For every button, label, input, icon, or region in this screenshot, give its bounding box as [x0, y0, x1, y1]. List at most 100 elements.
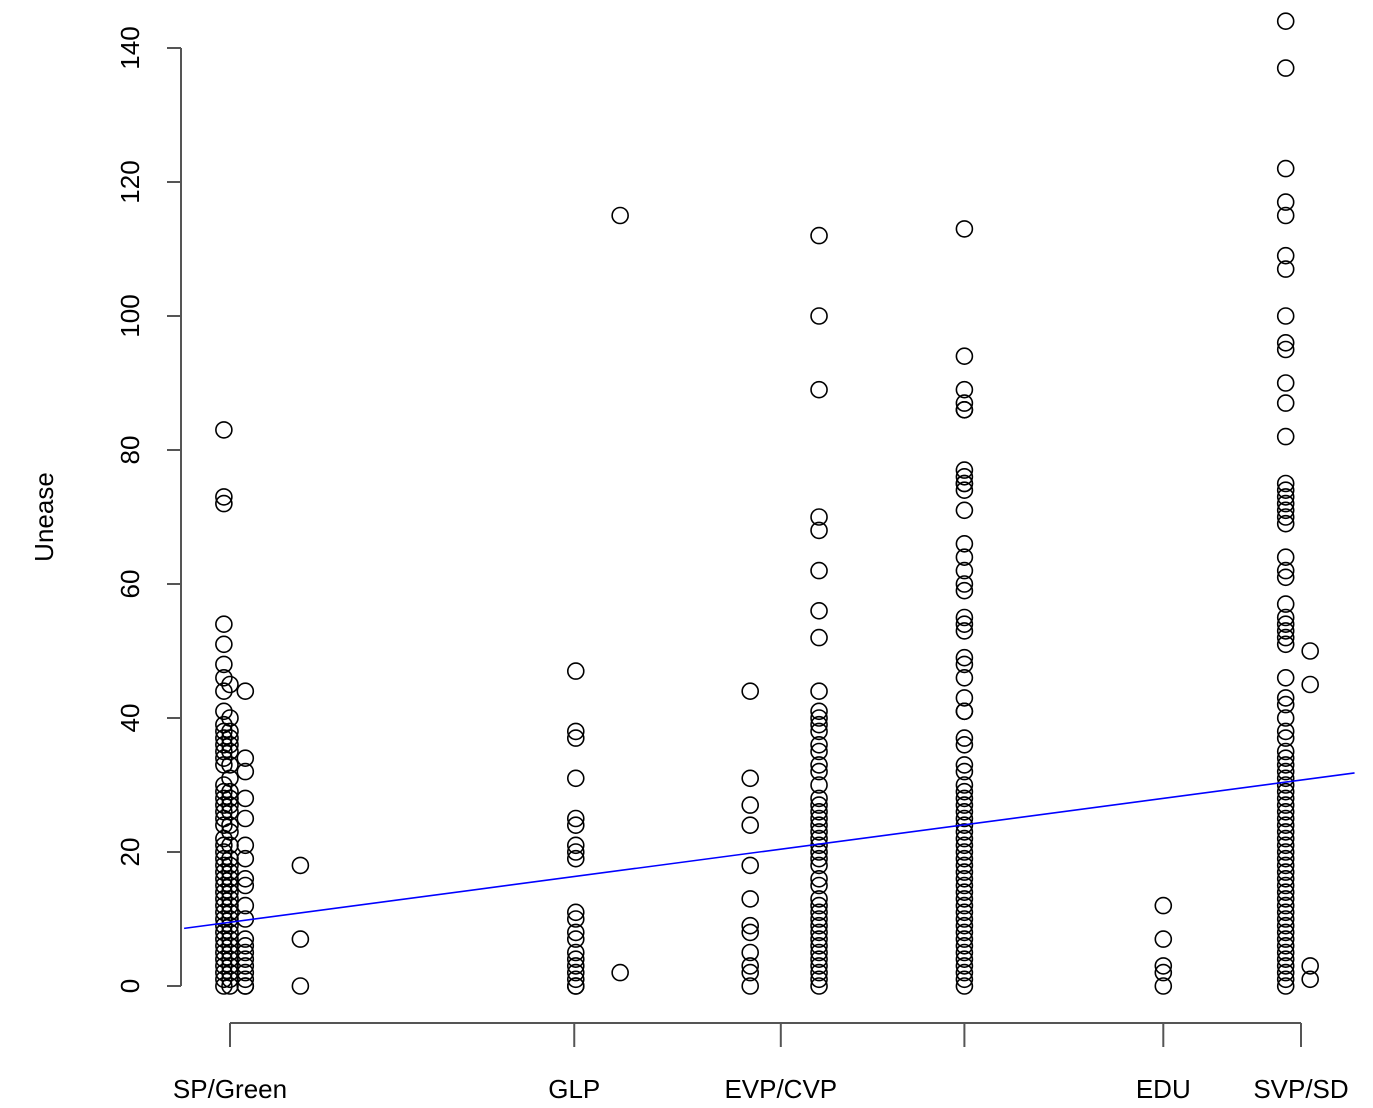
data-point [215, 668, 233, 687]
data-point [236, 943, 255, 962]
data-point [236, 896, 255, 915]
data-point [221, 883, 239, 902]
data-point [810, 869, 828, 888]
data-point [1276, 159, 1295, 178]
data-point [955, 890, 974, 908]
data-point [810, 702, 828, 721]
data-point [810, 709, 828, 727]
data-point [1154, 977, 1173, 995]
data-point [221, 903, 239, 922]
data-point [566, 836, 585, 855]
data-point [1276, 628, 1295, 647]
data-point [1276, 514, 1295, 533]
data-point [810, 823, 828, 841]
data-point [215, 635, 233, 654]
y-axis-title: Unease [29, 472, 59, 562]
y-tick-label: 140 [115, 26, 145, 69]
data-point [1276, 863, 1295, 881]
data-point [955, 836, 974, 855]
data-point [1154, 930, 1173, 948]
x-tick-label: SVP/SD [1253, 1074, 1348, 1104]
data-point [1276, 12, 1295, 31]
data-point [810, 896, 828, 915]
data-point [955, 581, 974, 600]
data-point [566, 970, 585, 989]
data-point [955, 481, 974, 500]
data-point [1276, 394, 1295, 412]
data-point [236, 950, 255, 969]
data-point [955, 729, 974, 747]
data-point [1276, 829, 1295, 848]
data-point [221, 856, 239, 875]
data-point [955, 977, 974, 995]
data-point [566, 843, 585, 861]
data-point [810, 809, 828, 828]
data-point [955, 802, 974, 821]
data-point [1276, 856, 1295, 875]
data-point [236, 963, 255, 982]
data-point [236, 762, 255, 781]
data-point [955, 943, 974, 962]
data-point [566, 816, 585, 835]
data-point [955, 622, 974, 640]
data-point [236, 849, 255, 868]
data-point [810, 957, 828, 975]
data-point [611, 963, 629, 982]
data-point [810, 307, 828, 325]
data-point [1276, 950, 1295, 969]
data-point [566, 769, 585, 788]
data-point [1276, 963, 1295, 982]
data-point [1276, 742, 1295, 761]
data-point [810, 923, 828, 942]
data-point [810, 226, 828, 245]
data-point [1276, 568, 1295, 587]
data-point [955, 869, 974, 888]
data-point [221, 782, 239, 801]
data-point [221, 916, 239, 935]
data-point [741, 890, 760, 908]
data-point [566, 950, 585, 969]
data-point [566, 662, 585, 680]
data-point [1301, 675, 1319, 694]
data-point [1276, 59, 1295, 77]
data-point [810, 762, 828, 781]
data-point [741, 977, 760, 995]
data-point [566, 963, 585, 982]
x-tick-label: GLP [548, 1074, 600, 1104]
data-point [810, 856, 828, 875]
data-point [1301, 957, 1319, 975]
data-point [1276, 923, 1295, 942]
data-point [1276, 709, 1295, 727]
data-point [291, 856, 310, 875]
data-point [1276, 890, 1295, 908]
data-point [221, 756, 239, 774]
data-point [810, 876, 828, 895]
data-point [955, 782, 974, 801]
data-point [1276, 635, 1295, 654]
data-point [810, 756, 828, 774]
data-point [955, 829, 974, 848]
data-point [611, 206, 629, 225]
data-point [810, 950, 828, 969]
data-point [566, 903, 585, 922]
data-point [955, 615, 974, 634]
data-point [955, 501, 974, 520]
trend-line [183, 772, 1355, 930]
data-point [236, 970, 255, 989]
data-point [810, 930, 828, 948]
data-points [215, 12, 1319, 995]
data-point [236, 682, 255, 701]
data-point [1276, 943, 1295, 962]
data-point [1276, 930, 1295, 948]
data-point [955, 883, 974, 902]
y-tick-label: 40 [115, 704, 145, 733]
data-point [955, 655, 974, 674]
data-point [291, 977, 310, 995]
data-point [955, 809, 974, 828]
data-point [221, 816, 239, 835]
data-point [955, 689, 974, 707]
data-point [1276, 193, 1295, 211]
data-point [955, 856, 974, 875]
data-point [810, 829, 828, 848]
